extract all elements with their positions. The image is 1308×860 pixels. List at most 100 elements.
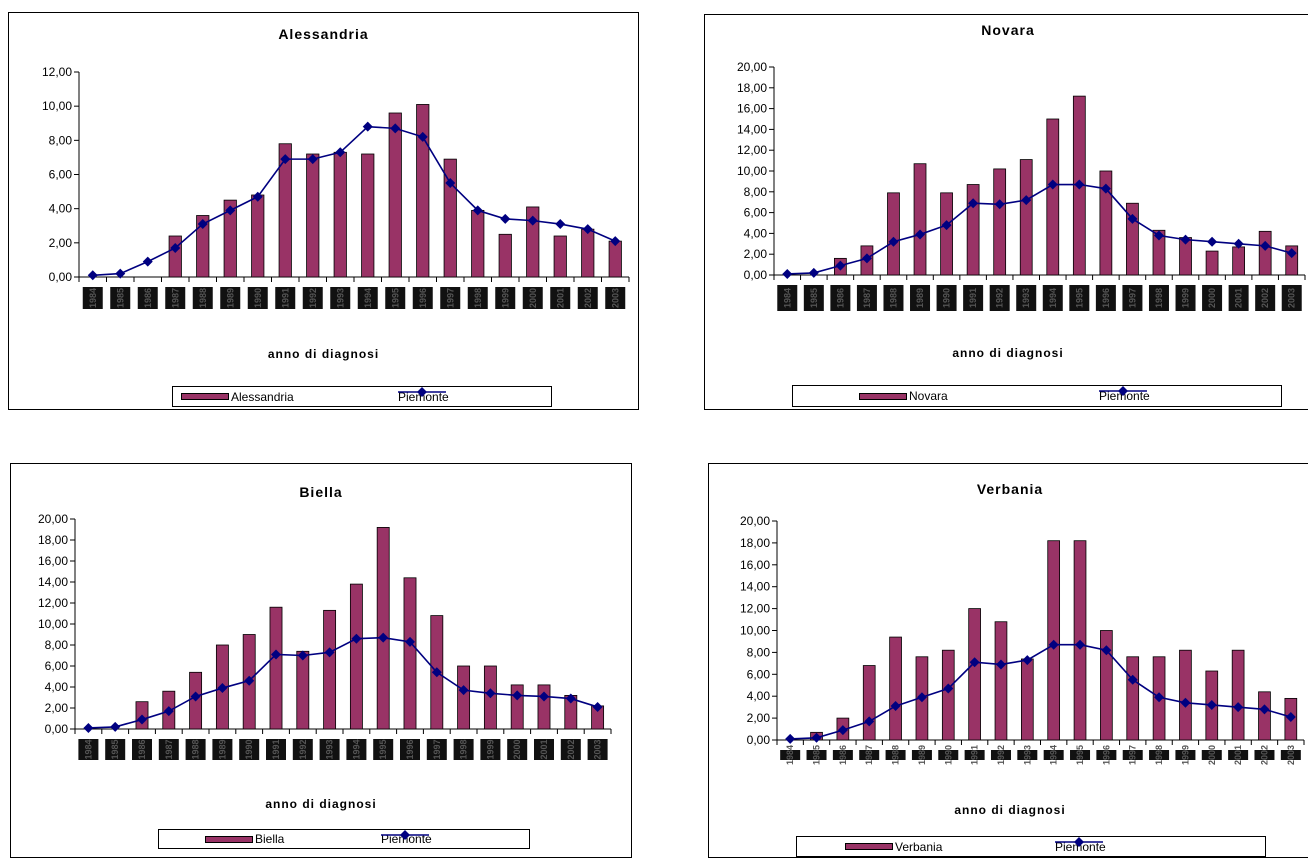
x-tick-label-bg <box>859 750 880 760</box>
legend-label: Alessandria <box>231 389 294 404</box>
x-tick-label-bg <box>105 739 126 760</box>
y-tick-label: 8,00 <box>45 638 69 652</box>
data-point-marker <box>994 199 1005 210</box>
x-tick-label: 1994 <box>363 288 373 308</box>
x-tick-label: 1985 <box>809 288 819 308</box>
data-point-marker <box>405 636 415 647</box>
x-tick-label-bg <box>480 739 501 760</box>
x-tick-label: 1994 <box>351 739 361 759</box>
data-point-marker <box>890 701 901 712</box>
data-point-marker <box>307 154 318 165</box>
x-tick-label: 1999 <box>1180 745 1190 765</box>
legend-item-bar: Verbania <box>845 837 942 856</box>
x-tick-label: 1993 <box>335 288 345 308</box>
bar <box>168 235 182 278</box>
x-tick-label-bg <box>550 287 571 309</box>
x-tick-label-bg <box>185 739 206 760</box>
x-tick-label: 1984 <box>88 288 98 308</box>
data-point-marker <box>527 215 538 226</box>
bar <box>526 206 540 278</box>
data-point-marker <box>1153 230 1164 241</box>
legend-label: Biella <box>255 832 285 846</box>
data-point-marker <box>539 691 549 702</box>
x-tick-label-bg <box>1070 750 1091 760</box>
x-tick-label: 1988 <box>191 739 201 759</box>
y-tick-label: 18,00 <box>740 536 770 550</box>
data-point-marker <box>485 688 496 699</box>
x-tick-label: 1985 <box>110 739 120 759</box>
bar <box>457 665 471 730</box>
data-point-marker <box>1074 179 1085 190</box>
bar <box>323 609 337 730</box>
legend-bar-swatch <box>181 393 229 400</box>
bar <box>1019 159 1033 276</box>
bar <box>913 163 927 276</box>
x-axis-title: anno di diagnosi <box>954 803 1066 817</box>
chart-title: Verbania <box>976 481 1044 497</box>
bar <box>278 143 292 278</box>
x-tick-label-bg <box>1148 285 1169 311</box>
data-point-marker <box>1259 704 1270 715</box>
legend-item-line: Piemonte <box>1055 837 1106 856</box>
data-point-marker <box>1101 645 1112 656</box>
data-point-marker <box>271 649 281 660</box>
x-tick-label: 2000 <box>1207 288 1217 308</box>
chart-plot: 0,00 2,00 4,00 6,00 8,00 10,00 12,00 1984 1985 19… <box>42 65 630 309</box>
x-tick-label-bg <box>605 287 626 309</box>
bar <box>1179 649 1192 741</box>
x-tick-label-bg <box>507 739 528 760</box>
bar <box>1020 658 1034 741</box>
x-tick-label: 2000 <box>512 739 522 759</box>
x-tick-label: 1991 <box>280 288 290 308</box>
x-tick-label-bg <box>587 739 608 760</box>
chart-plot: 0,00 2,00 4,00 6,00 8,00 10,00 12,00 14,00 16,00… <box>38 512 612 760</box>
x-tick-label: 1992 <box>298 739 308 759</box>
y-tick-label: 12,00 <box>737 143 767 157</box>
x-tick-label-bg <box>1175 750 1196 760</box>
bar <box>196 215 210 278</box>
data-point-marker <box>592 701 603 712</box>
x-tick-label: 1987 <box>862 288 872 308</box>
x-tick-label-bg <box>412 287 433 309</box>
x-tick-label: 1995 <box>1075 745 1085 765</box>
data-point-marker <box>280 154 291 165</box>
bar <box>994 621 1008 741</box>
x-tick-label: 1987 <box>170 288 180 308</box>
chart-panel-alessandria: Alessandria 0,00 2,00 4,00 6,00 8,00 10,00 12,… <box>8 12 639 410</box>
x-tick-label-bg <box>777 285 798 311</box>
x-tick-label: 1998 <box>1154 288 1164 308</box>
x-tick-label-bg <box>1043 750 1064 760</box>
data-point-marker <box>1075 639 1086 650</box>
data-point-marker <box>1180 697 1191 708</box>
x-tick-label: 1995 <box>1074 288 1084 308</box>
bar <box>333 151 347 278</box>
y-tick-label: 6,00 <box>49 168 73 182</box>
x-tick-label-bg <box>239 739 260 760</box>
x-tick-label: 1990 <box>943 745 953 765</box>
x-tick-label-bg <box>110 287 131 309</box>
bar <box>1126 656 1140 741</box>
y-tick-label: 2,00 <box>49 236 73 250</box>
bar <box>1046 118 1060 276</box>
bar <box>941 649 955 741</box>
bar <box>471 209 485 278</box>
data-point-marker <box>417 131 428 142</box>
x-tick-label-bg <box>1095 285 1116 311</box>
x-tick-label: 1999 <box>500 288 510 308</box>
bar <box>1232 246 1245 276</box>
x-tick-label: 1992 <box>996 745 1006 765</box>
data-point-marker <box>217 683 228 694</box>
x-tick-label: 1988 <box>888 288 898 308</box>
x-tick-label-bg <box>938 750 959 760</box>
data-point-marker <box>445 178 456 189</box>
x-tick-label-bg <box>220 287 241 309</box>
data-point-marker <box>582 224 593 235</box>
x-tick-label: 1987 <box>164 739 174 759</box>
legend-item-bar: Alessandria <box>181 387 294 406</box>
x-tick-label: 1993 <box>1021 288 1031 308</box>
x-tick-label-bg <box>1096 750 1117 760</box>
bar <box>361 153 375 278</box>
data-point-marker <box>1206 699 1217 710</box>
x-tick-label-bg <box>1280 750 1301 760</box>
x-tick-label-bg <box>885 750 906 760</box>
